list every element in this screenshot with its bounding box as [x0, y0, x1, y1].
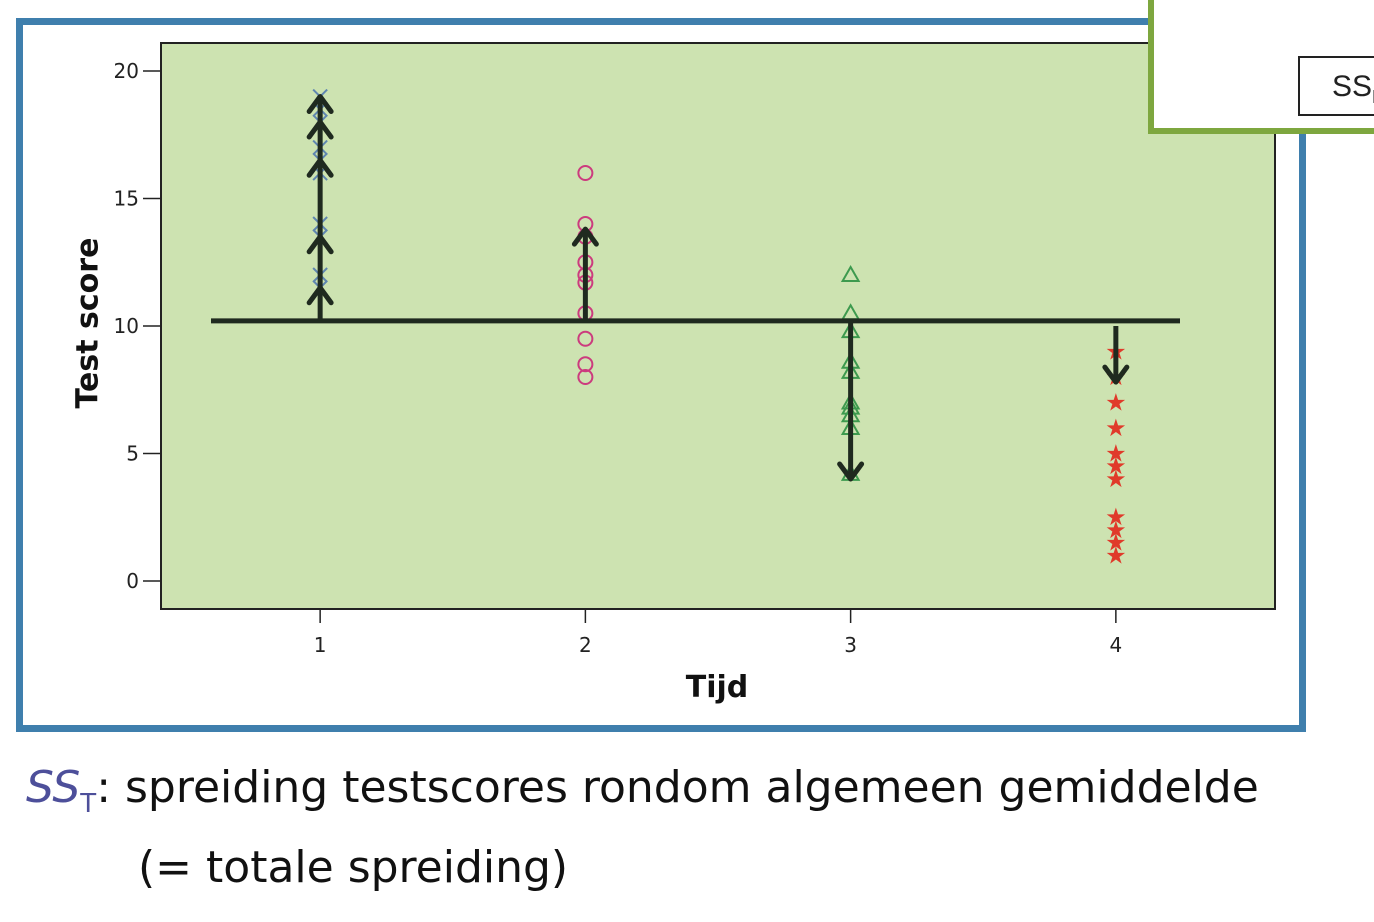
data-point-circle [577, 165, 594, 182]
data-point-circle [577, 330, 594, 347]
y-tick-label: 0 [126, 569, 139, 593]
deviation-arrows [306, 94, 1130, 482]
data-point-star: ★ [1105, 439, 1127, 467]
x-tick-label: 3 [844, 633, 857, 657]
y-tick-label: 5 [126, 441, 139, 465]
plot-area [160, 42, 1276, 610]
y-tick-label: 15 [114, 187, 139, 211]
deviation-arrow [1102, 326, 1130, 385]
x-tick-label: 1 [314, 633, 327, 657]
overlay-label-main: SS [1332, 70, 1373, 103]
data-point-circle [577, 368, 594, 385]
x-axis-title: Tijd [686, 670, 749, 705]
data-point-circle [577, 356, 594, 373]
caption-symbol-sub: T [80, 788, 97, 819]
caption: SST: spreiding testscores rondom algemee… [26, 756, 1259, 900]
overlay-label-box: SSM [1298, 56, 1374, 116]
data-point-star: ★ [1105, 465, 1127, 493]
caption-line-2: (= totale spreiding) [138, 841, 569, 893]
data-point-star: ★ [1105, 452, 1127, 480]
caption-text-1: : spreiding testscores rondom algemeen g… [96, 762, 1259, 813]
data-point-star: ★ [1105, 529, 1127, 557]
deviation-arrow [837, 320, 865, 482]
caption-symbol: SS [26, 762, 81, 813]
data-point-star: ★ [1105, 503, 1127, 531]
x-tick-label: 4 [1109, 633, 1122, 657]
deviation-arrow [306, 94, 334, 321]
data-point-star: ★ [1105, 388, 1127, 416]
data-point-star: ★ [1105, 541, 1127, 569]
x-tick-label: 2 [579, 633, 592, 657]
data-point-star: ★ [1105, 414, 1127, 442]
overlay-label-sub: M [1372, 87, 1374, 107]
caption-line-1: SST: spreiding testscores rondom algemee… [26, 756, 1259, 836]
data-point-triangle [840, 264, 861, 283]
y-tick-label: 20 [114, 59, 139, 83]
data-point-star: ★ [1105, 516, 1127, 544]
deviation-arrow [571, 226, 599, 321]
y-tick-label: 10 [114, 314, 139, 338]
axis-ticks: 0 5 10 15 20 1 2 3 4 [114, 59, 1123, 657]
y-axis-title: Test score [71, 238, 106, 409]
